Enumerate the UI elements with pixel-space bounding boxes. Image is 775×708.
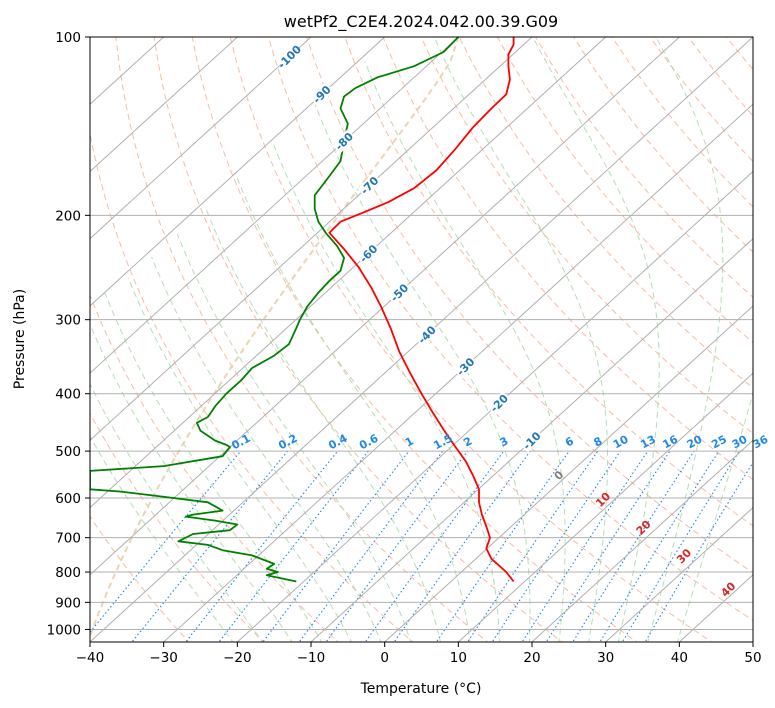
y-tick-label: 400 (55, 387, 81, 403)
isotherm-label-bg (387, 280, 412, 305)
isotherm-line (90, 37, 753, 642)
temperature-profile (328, 37, 515, 583)
y-tick-label: 600 (55, 491, 81, 507)
dewpoint-profile (90, 37, 459, 583)
x-tick-label: 50 (744, 650, 761, 666)
isotherm-line (604, 506, 753, 642)
x-tick-label: 0 (380, 650, 389, 666)
mixing-ratio-label: 20 (685, 433, 705, 452)
mixing-ratio-line (185, 450, 339, 642)
x-tick-label: −40 (76, 650, 105, 666)
isotherm-label-bg (277, 44, 302, 69)
plot-frame (89, 36, 754, 643)
isotherm-line (162, 103, 753, 642)
y-axis-label: Pressure (hPa) (12, 289, 28, 389)
mixing-ratio-line (521, 450, 649, 642)
dry-adiabat (535, 37, 753, 298)
x-tick-label: 30 (597, 650, 614, 666)
mixing-ratio-line (435, 450, 570, 642)
moist-adiabat (90, 435, 234, 642)
isotherm-line (90, 37, 312, 240)
mixing-ratio-label: 13 (638, 433, 658, 452)
isotherm-label-bg (453, 354, 478, 379)
y-tick-label: 500 (55, 444, 81, 460)
isotherm-label-bg (487, 391, 512, 416)
dry-adiabat (90, 131, 414, 642)
chart-title: wetPf2_C2E4.2024.042.00.39.G09 (284, 12, 558, 32)
mixing-ratio-label: 10 (611, 433, 631, 452)
dry-adiabat (115, 37, 489, 642)
mixing-ratio-line (621, 450, 740, 642)
dry-adiabat (458, 37, 753, 389)
profiles (90, 37, 515, 583)
isotherm-line (90, 37, 239, 173)
mixing-ratio-line (545, 450, 671, 642)
mixing-ratio-label: 36 (751, 433, 771, 452)
isotherm-line (90, 37, 681, 576)
y-tick-label: 300 (55, 313, 81, 329)
isotherm-line (383, 305, 753, 642)
x-axis: −40 −30 −20 −10 0 10 20 30 40 50 (76, 642, 762, 666)
mixing-ratio-line (393, 450, 531, 642)
isotherm-line (90, 37, 165, 105)
mixing-ratio-line (491, 450, 621, 642)
isotherm-line (457, 372, 753, 642)
isotherm-line (310, 237, 753, 642)
y-axis: 1000 900 800 700 600 500 400 300 200 100 (47, 30, 90, 638)
moist-adiabat (90, 382, 264, 642)
mixing-ratio-label: 30 (730, 433, 750, 452)
x-tick-label: 10 (450, 650, 467, 666)
isotherm-label-bg (331, 129, 357, 154)
x-tick-label: −10 (297, 650, 326, 666)
x-axis-label: Temperature (°C) (360, 681, 482, 697)
isotherm-line (236, 170, 753, 642)
isotherm-label-bg (519, 428, 544, 453)
isotherm-label-bg (309, 82, 334, 107)
y-tick-label: 200 (55, 208, 81, 224)
grid (90, 37, 753, 642)
isotherm-label-bg (414, 322, 439, 347)
mixing-ratio-line (572, 450, 695, 642)
isotherm-label-bg (356, 241, 381, 266)
isotherm-label-bg (357, 173, 382, 198)
mixing-ratio-line (325, 450, 468, 642)
mixing-ratio-label: 25 (709, 433, 729, 452)
y-tick-label: 100 (55, 30, 81, 46)
mixing-ratio-line (599, 450, 720, 642)
y-tick-label: 900 (55, 595, 81, 611)
y-tick-label: 800 (55, 565, 81, 581)
dry-adiabat (267, 37, 753, 622)
dry-adiabat (496, 37, 753, 344)
y-tick-label: 1000 (47, 622, 81, 638)
isotherm-line (90, 37, 460, 374)
dry-adiabat (90, 412, 265, 642)
dry-adiabat (153, 37, 564, 642)
isotherm-line (90, 37, 533, 441)
moist-adiabat (314, 104, 531, 642)
x-tick-label: −30 (149, 650, 178, 666)
x-tick-label: −20 (223, 650, 252, 666)
mixing-ratio-line (218, 450, 369, 642)
moist-adiabat (104, 292, 323, 642)
x-tick-label: 20 (523, 650, 540, 666)
isotherm-line (531, 439, 753, 642)
x-tick-label: 40 (671, 650, 688, 666)
y-tick-label: 700 (55, 531, 81, 547)
mixing-ratio-label: 16 (660, 433, 680, 452)
dry-adiabat (191, 37, 638, 642)
